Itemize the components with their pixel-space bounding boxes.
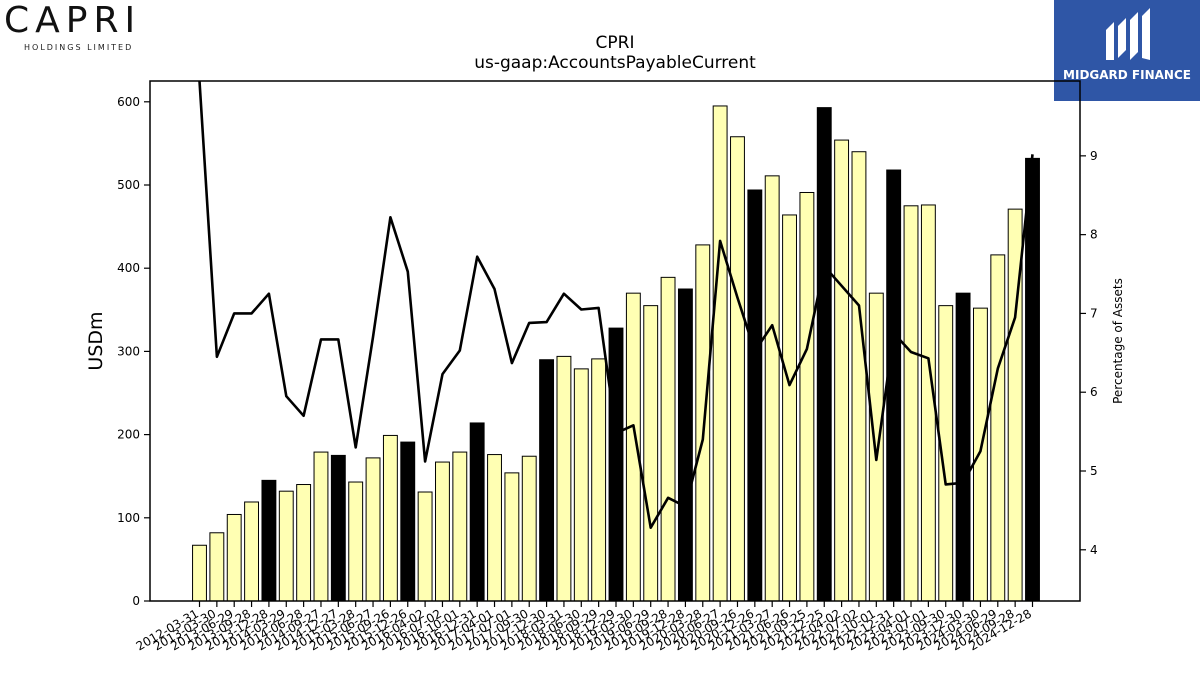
bar-2019-06-29	[643, 305, 659, 602]
bar-2014-03-29	[278, 490, 294, 602]
percentage-of-assets-line	[198, 80, 1034, 530]
bar-2024-06-29	[990, 254, 1006, 602]
bar-2015-03-28	[348, 481, 364, 602]
bar-2016-07-02	[435, 461, 450, 602]
capri-logo-subtitle: HOLDINGS LIMITED	[24, 43, 134, 52]
chart-title: CPRI	[596, 33, 635, 53]
bar-2019-12-28	[677, 288, 693, 602]
bar-2022-10-01	[868, 292, 884, 602]
capri-logo-wordmark: CAPRI	[4, 0, 142, 41]
bar-2014-09-27	[313, 451, 329, 602]
midgard-finance-logo: MIDGARD FINANCE	[1054, 0, 1200, 101]
bar-2015-09-26	[382, 434, 398, 602]
bar-2018-12-29	[608, 327, 624, 602]
bar-2014-12-27	[330, 454, 346, 602]
bar-2021-12-25	[816, 107, 832, 602]
y-tick-label-500: 500	[117, 178, 140, 192]
bar-2016-04-02	[417, 491, 433, 602]
bar-2012-03-31	[192, 544, 207, 602]
y-axis-label: USDm	[85, 311, 107, 370]
y2-tick-label-9: 9	[1090, 149, 1098, 163]
bar-2020-09-26	[730, 136, 745, 602]
bar-2017-07-01	[504, 472, 520, 602]
y2-tick-label-7: 7	[1090, 306, 1098, 320]
bar-2013-09-28	[244, 501, 260, 602]
bar-2017-12-30	[539, 359, 555, 602]
bar-2020-06-27	[712, 105, 728, 602]
bar-2022-12-31	[886, 169, 902, 602]
bar-2020-12-26	[747, 189, 763, 602]
y-tick-label-300: 300	[117, 344, 140, 358]
line-layer	[198, 80, 1034, 530]
y2-tick-label-4: 4	[1090, 543, 1098, 557]
bar-2018-06-30	[573, 368, 589, 602]
y-tick-label-400: 400	[117, 261, 140, 275]
bar-2017-04-01	[487, 454, 502, 602]
y2-tick-label-5: 5	[1090, 464, 1098, 478]
bar-2022-07-02	[851, 151, 867, 602]
bar-2018-03-31	[556, 355, 572, 602]
y2-axis-label: Percentage of Assets	[1111, 278, 1125, 404]
bar-2013-06-29	[226, 513, 242, 602]
y-tick-label-0: 0	[132, 594, 140, 608]
bars-layer	[192, 105, 1040, 602]
y-tick-label-600: 600	[117, 95, 140, 109]
midgard-finance-wordmark: MIDGARD FINANCE	[1063, 68, 1191, 82]
bar-2021-09-25	[799, 191, 815, 602]
bar-2024-03-30	[972, 307, 988, 602]
y2-tick-label-8: 8	[1090, 228, 1098, 242]
bar-2021-06-26	[782, 214, 797, 602]
chart-subtitle: us-gaap:AccountsPayableCurrent	[474, 53, 756, 73]
bar-2016-12-31	[469, 422, 485, 602]
axes-layer: 01002003004005006004567892012-03-312013-…	[117, 80, 1098, 653]
bar-2020-03-28	[695, 244, 711, 602]
bar-2015-12-26	[400, 441, 416, 602]
bar-2021-03-27	[764, 175, 780, 602]
bar-2016-10-01	[452, 451, 468, 602]
y-tick-label-100: 100	[117, 511, 140, 525]
bar-2022-04-02	[834, 139, 850, 602]
bar-2017-09-30	[521, 455, 537, 602]
bar-2023-04-01	[903, 205, 919, 602]
y-tick-label-200: 200	[117, 428, 140, 442]
y2-tick-label-6: 6	[1090, 385, 1098, 399]
bar-2019-09-28	[660, 276, 676, 602]
bar-2024-12-28	[1025, 157, 1040, 602]
plot-frame	[149, 80, 1081, 602]
bar-2014-06-28	[296, 484, 312, 602]
capri-logo: CAPRI HOLDINGS LIMITED	[4, 0, 154, 53]
bar-2013-03-30	[209, 532, 225, 602]
bar-2013-12-28	[261, 479, 277, 602]
bar-2023-12-30	[955, 292, 971, 602]
bar-2015-06-27	[365, 457, 381, 602]
bar-2018-09-29	[591, 358, 607, 602]
midgard-m-icon	[1106, 8, 1150, 60]
